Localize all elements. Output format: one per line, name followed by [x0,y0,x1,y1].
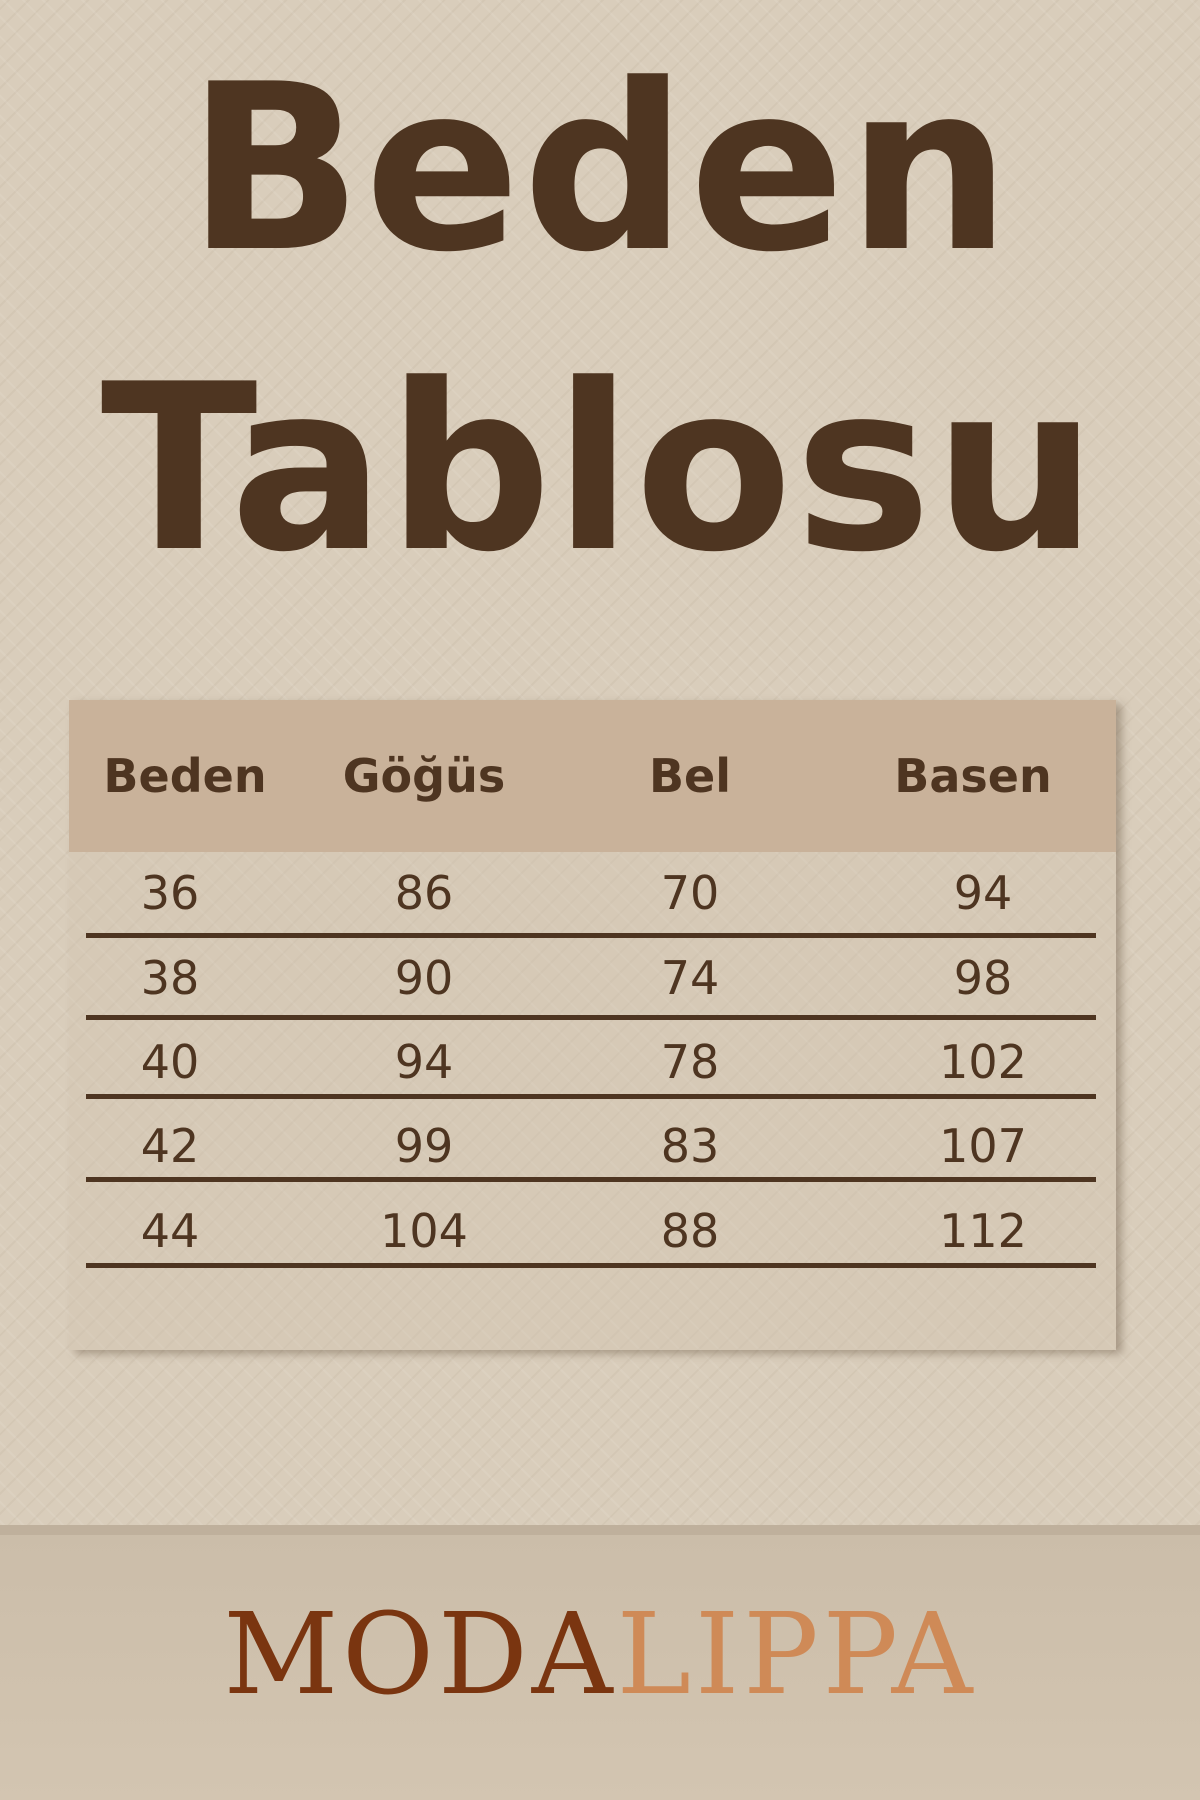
table-cell: 42 [140,1119,200,1173]
table-cell: 78 [660,1035,720,1089]
table-cell: 98 [953,951,1013,1005]
table-header: Beden Göğüs Bel Basen [69,700,1116,852]
row-divider [86,1094,1096,1099]
table-cell: 107 [939,1119,1027,1173]
row-divider [86,1263,1096,1268]
row-divider [86,1015,1096,1020]
table-cell: 70 [660,866,720,920]
row-divider [86,1177,1096,1182]
table-cell: 74 [660,951,720,1005]
size-table: Beden Göğüs Bel Basen 36 86 70 94 38 90 74 98 40… [69,700,1116,1350]
header-beden: Beden [103,749,267,803]
table-cell: 112 [939,1204,1027,1258]
header-bel: Bel [648,749,732,803]
table-cell: 38 [140,951,200,1005]
table-cell: 86 [394,866,454,920]
table-cell: 104 [380,1204,468,1258]
table-cell: 88 [660,1204,720,1258]
footer-band [0,1525,1200,1800]
table-cell: 94 [953,866,1013,920]
title-line-1: Beden [187,36,1013,303]
header-gogus: Göğüs [342,749,506,803]
table-cell: 94 [394,1035,454,1089]
table-cell: 44 [140,1204,200,1258]
row-divider [86,933,1096,938]
table-cell: 36 [140,866,200,920]
table-cell: 40 [140,1035,200,1089]
table-cell: 99 [394,1119,454,1173]
header-basen: Basen [894,749,1052,803]
logo-part-2: LIPPA [616,1590,977,1720]
brand-logo: MODALIPPA [0,1590,1200,1720]
table-cell: 102 [939,1035,1027,1089]
table-cell: 83 [660,1119,720,1173]
title-line-2: Tablosu [100,336,1100,603]
logo-part-1: MODA [223,1590,617,1720]
table-cell: 90 [394,951,454,1005]
